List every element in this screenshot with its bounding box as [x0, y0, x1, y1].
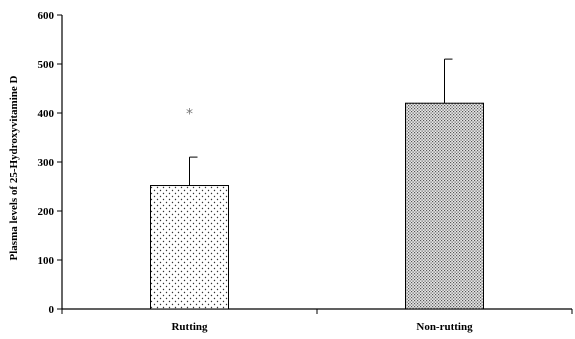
y-tick-label: 0: [49, 304, 55, 316]
significance-marker: *: [186, 107, 193, 123]
y-tick-label: 500: [38, 59, 55, 71]
y-tick-label: 400: [38, 108, 55, 120]
x-category-label: Non-rutting: [416, 321, 473, 333]
y-tick-label: 200: [38, 206, 55, 218]
y-tick-label: 100: [38, 255, 55, 267]
y-axis-label: Plasma levels of 25-Hydroxyvitamine D: [8, 75, 20, 260]
x-category-label: Rutting: [171, 321, 208, 333]
y-tick-label: 600: [38, 10, 55, 22]
bar-rutting: [150, 185, 229, 310]
y-tick-label: 300: [38, 157, 55, 169]
bar-non-rutting: [405, 102, 484, 310]
